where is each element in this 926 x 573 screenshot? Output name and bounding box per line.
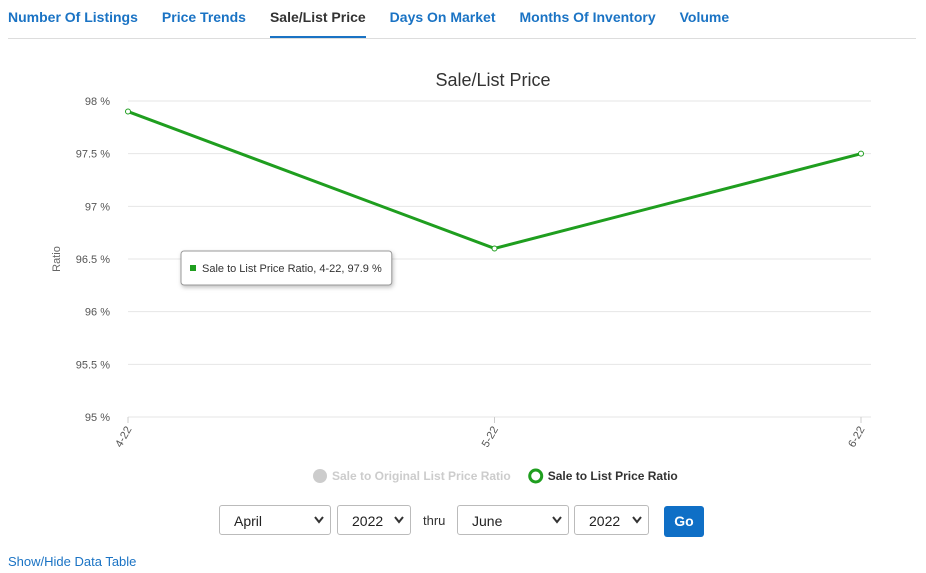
tab[interactable]: Number Of Listings	[8, 9, 138, 25]
to-month-select[interactable]: June	[457, 505, 569, 535]
legend-label[interactable]: Sale to Original List Price Ratio	[332, 469, 511, 483]
tooltip-text: Sale to List Price Ratio, 4-22, 97.9 %	[202, 263, 382, 275]
data-point	[858, 150, 864, 157]
legend-symbol	[528, 468, 544, 484]
active-tab-underline	[269, 36, 366, 38]
chart-title: Sale/List Price	[435, 70, 550, 90]
data-table-toggle[interactable]: Show/Hide Data Table	[8, 554, 137, 569]
chart: Sale/List Price Ratio 95 % 95.5 % 96 % 96.5…	[51, 70, 871, 484]
from-month-select[interactable]: April	[219, 505, 331, 535]
legend-symbol	[313, 469, 327, 483]
tab[interactable]: Days On Market	[389, 9, 496, 25]
tooltip-box	[180, 250, 393, 286]
legend-label[interactable]: Sale to List Price Ratio	[548, 469, 678, 483]
data-point	[491, 245, 498, 252]
y-tick-label: 97.5 %	[76, 149, 110, 161]
y-tick-label: 96.5 %	[76, 254, 110, 266]
y-tick-label: 97 %	[85, 201, 110, 213]
select-text: June	[472, 513, 503, 529]
select-text: 2022	[352, 513, 384, 529]
x-tick-label: 6-22	[846, 425, 867, 450]
y-tick-label: 96 %	[85, 307, 110, 319]
x-tick-label: 5-22	[480, 425, 501, 450]
series-line	[127, 110, 862, 251]
x-tick-label: 4-22	[113, 425, 134, 450]
to-year-select[interactable]: 2022	[574, 505, 649, 535]
go-button[interactable]: Go	[664, 506, 704, 537]
chevron	[394, 516, 404, 524]
select-text: April	[234, 513, 263, 529]
tooltip: Sale to List Price Ratio, 4-22, 97.9 %	[180, 250, 393, 286]
y-tick-label: 95.5 %	[76, 359, 110, 371]
data-point	[125, 108, 131, 115]
chevron	[632, 516, 642, 524]
chevron	[314, 516, 324, 524]
tooltip-swatch	[190, 265, 196, 271]
select-text: 2022	[589, 513, 621, 529]
y-tick-label: 98 %	[85, 96, 110, 108]
tab[interactable]: Sale/List Price	[269, 9, 366, 25]
tab[interactable]: Months Of Inventory	[519, 9, 656, 25]
chevron	[552, 516, 562, 524]
from-year-select[interactable]: 2022	[337, 505, 411, 535]
y-tick-label: 95 %	[85, 412, 110, 424]
y-axis-label: Ratio	[51, 246, 63, 272]
tab[interactable]: Volume	[679, 9, 730, 25]
separator: thru	[423, 513, 446, 528]
tab-bar: Number Of Listings Price Trends Sale/List …	[8, 0, 916, 39]
tab[interactable]: Price Trends	[161, 9, 246, 25]
